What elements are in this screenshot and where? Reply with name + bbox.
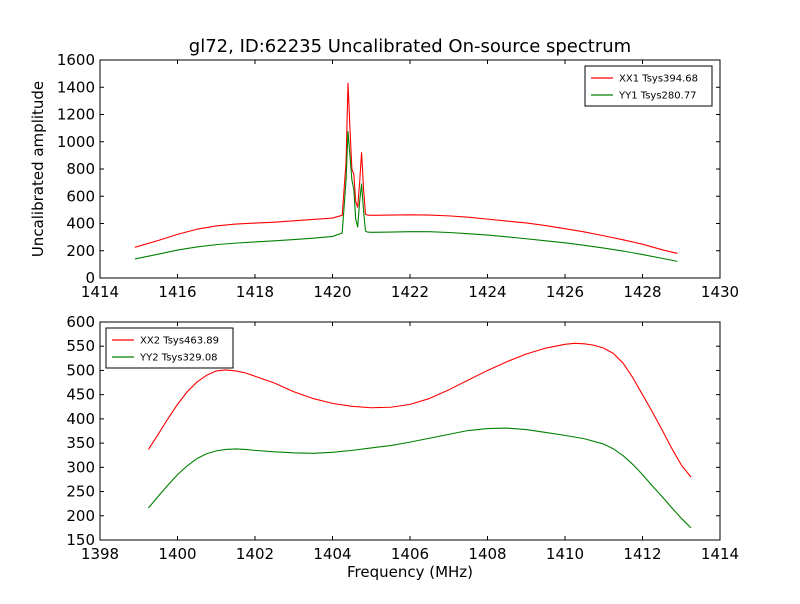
x-tick-label: 1422 xyxy=(391,283,429,301)
x-tick-label: 1430 xyxy=(701,283,739,301)
x-tick-label: 1428 xyxy=(623,283,661,301)
y-tick-label: 500 xyxy=(66,361,95,379)
x-tick-label: 1408 xyxy=(468,545,506,563)
legend-box xyxy=(105,327,234,369)
y-tick-label: 0 xyxy=(85,269,95,287)
chart-title: gl72, ID:62235 Uncalibrated On-source sp… xyxy=(189,36,631,57)
y-tick-label: 1200 xyxy=(57,106,95,124)
y-tick-label: 600 xyxy=(66,187,95,205)
y-tick-label: 450 xyxy=(66,386,95,404)
series-line-yy1 xyxy=(134,130,678,262)
x-tick-label: 1412 xyxy=(623,545,661,563)
top-chart-panel: 1414 1416 1418 1420 1422 1424 1426 1428 1430 0 200… xyxy=(29,36,739,301)
y-tick-label: 600 xyxy=(66,313,95,331)
y-tick-label: 250 xyxy=(66,483,95,501)
x-tick-label: 1420 xyxy=(313,283,351,301)
legend-label: XX2 Tsys463.89 xyxy=(140,336,219,347)
x-tick-label: 1400 xyxy=(158,545,196,563)
x-tick-label: 1410 xyxy=(546,545,584,563)
y-tick-label: 200 xyxy=(66,242,95,260)
y-tick-label: 150 xyxy=(66,531,95,549)
y-tick-label: 550 xyxy=(66,337,95,355)
y-tick-label: 200 xyxy=(66,507,95,525)
legend: XX1 Tsys394.68 YY1 Tsys280.77 xyxy=(584,65,713,107)
series-line-xx1 xyxy=(134,82,678,255)
x-tick-label: 1404 xyxy=(313,545,351,563)
y-tick-label: 1000 xyxy=(57,133,95,151)
y-tick-label: 1600 xyxy=(57,51,95,69)
x-tick-label: 1418 xyxy=(236,283,274,301)
x-tick-label: 1402 xyxy=(236,545,274,563)
x-tick-label: 1414 xyxy=(701,545,739,563)
legend-label: YY1 Tsys280.77 xyxy=(618,91,697,102)
y-tick-label: 300 xyxy=(66,458,95,476)
x-tick-label: 1424 xyxy=(468,283,506,301)
y-tick-label: 800 xyxy=(66,160,95,178)
y-tick-label: 350 xyxy=(66,434,95,452)
legend-label: XX1 Tsys394.68 xyxy=(619,74,698,85)
x-tick-label: 1398 xyxy=(81,545,119,563)
y-tick-label: 400 xyxy=(66,215,95,233)
series-line-yy2 xyxy=(148,427,692,529)
y-tick-label: 400 xyxy=(66,410,95,428)
x-tick-label: 1414 xyxy=(81,283,119,301)
x-tick-label: 1406 xyxy=(391,545,429,563)
series-line-xx2 xyxy=(147,342,692,478)
y-tick-label: 1400 xyxy=(57,78,95,96)
legend-box xyxy=(584,65,713,107)
bottom-chart-panel: 1398 1400 1402 1404 1406 1408 1410 1412 1414 150 2… xyxy=(66,313,739,581)
x-tick-label: 1416 xyxy=(158,283,196,301)
legend: XX2 Tsys463.89 YY2 Tsys329.08 xyxy=(105,327,234,369)
x-tick-label: 1426 xyxy=(546,283,584,301)
y-axis-label: Uncalibrated amplitude xyxy=(29,81,47,257)
legend-label: YY2 Tsys329.08 xyxy=(139,353,218,364)
x-axis-label: Frequency (MHz) xyxy=(347,563,473,581)
